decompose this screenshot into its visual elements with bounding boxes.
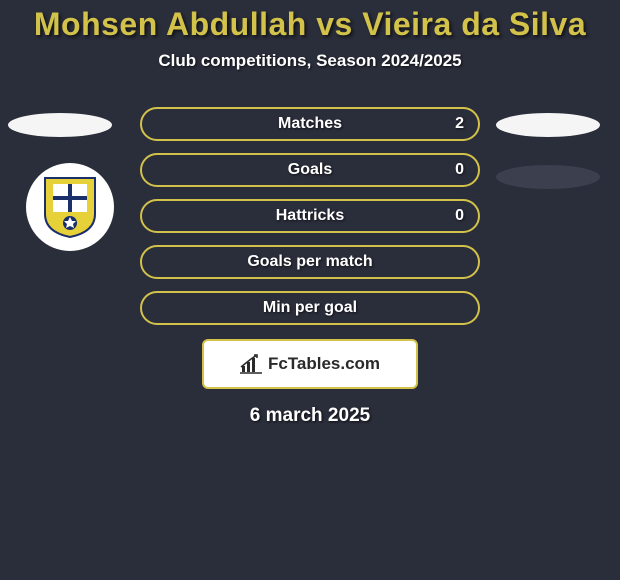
date-label: 6 march 2025 <box>0 405 620 427</box>
subtitle: Club competitions, Season 2024/2025 <box>0 51 620 71</box>
comparison-card: Mohsen Abdullah vs Vieira da Silva Club … <box>0 0 620 580</box>
club-badge-left <box>26 163 114 251</box>
player-right-placeholder-2 <box>496 165 600 189</box>
stat-row: Goals per match <box>140 245 480 279</box>
stat-label: Hattricks <box>276 207 344 225</box>
stat-value-right: 2 <box>455 115 464 133</box>
brand-box[interactable]: FcTables.com <box>202 339 418 389</box>
stat-row: Min per goal <box>140 291 480 325</box>
stat-label: Min per goal <box>263 299 357 317</box>
stat-label: Goals per match <box>247 253 372 271</box>
stat-label: Goals <box>288 161 332 179</box>
stat-row: Matches 2 <box>140 107 480 141</box>
player-left-placeholder <box>8 113 112 137</box>
stat-label: Matches <box>278 115 342 133</box>
page-title: Mohsen Abdullah vs Vieira da Silva <box>0 6 620 43</box>
bar-chart-icon <box>240 354 262 374</box>
stat-row: Goals 0 <box>140 153 480 187</box>
player-right-placeholder <box>496 113 600 137</box>
stat-row: Hattricks 0 <box>140 199 480 233</box>
stat-value-right: 0 <box>455 161 464 179</box>
brand-label: FcTables.com <box>268 354 380 374</box>
stats-area: Matches 2 Goals 0 Hattricks 0 Goals per match M… <box>0 107 620 325</box>
shield-icon <box>43 176 97 238</box>
stat-value-right: 0 <box>455 207 464 225</box>
